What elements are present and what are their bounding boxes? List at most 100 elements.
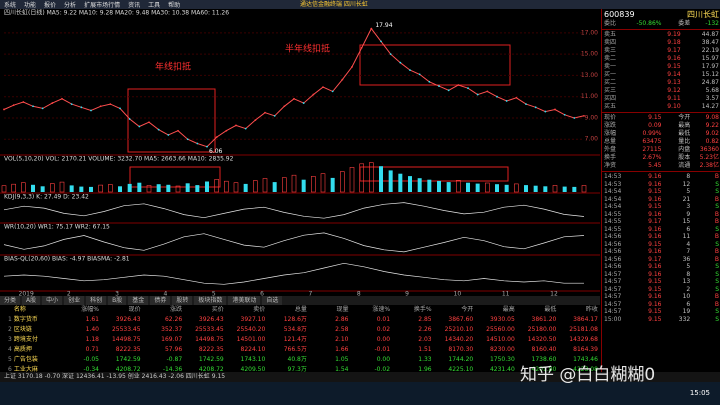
column-header: 最低 [544, 306, 557, 313]
quote-cell: 9.22 [705, 122, 719, 129]
menu-item[interactable]: 功能 [24, 2, 37, 9]
price-point [331, 90, 334, 93]
volume-bar [495, 184, 499, 192]
panel-header: KDJ(9,3,3) K: 27.49 D: 23.42 [4, 194, 89, 201]
quote-cell: 9.15 [667, 63, 681, 70]
table-row[interactable]: 5 广告包装 -0.05 1742.59 -0.87 1742.59 1743.10 40.8… [0, 355, 600, 365]
price-point [370, 27, 373, 30]
column-header: 买价 [211, 306, 224, 313]
volume-bar [214, 179, 219, 193]
table-cell: 3926.43 [198, 316, 224, 323]
tick-cell: 2 [686, 285, 691, 293]
x-label: 5 [212, 291, 216, 297]
volume-bar [118, 186, 122, 192]
tick-cell: B [714, 293, 719, 300]
table-cell: 25560.00 [486, 326, 515, 333]
table-cell: 3927.10 [240, 316, 266, 323]
tick-cell: B [714, 300, 719, 308]
table-cell: 3 [8, 336, 12, 343]
tick-cell: B [714, 218, 719, 225]
quote-row: 卖四 9.18 38.47 [602, 39, 720, 47]
column-header: 现价 [128, 306, 141, 313]
window-title: 通达信金融终端 四川长虹 [300, 1, 368, 8]
price-point [380, 40, 382, 43]
quote-row: 换手 2.67% 股本 5.23亿 [602, 154, 720, 162]
price-point [467, 87, 469, 90]
menu-item[interactable]: 系统 [4, 2, 17, 9]
tab[interactable]: 自选 [262, 296, 283, 305]
menu-item[interactable]: 资讯 [128, 2, 141, 9]
tick-cell: 8 [686, 270, 691, 278]
menu-item[interactable]: 报价 [44, 2, 57, 9]
table-cell: 40.8万 [287, 356, 307, 363]
table-row[interactable]: 1 数字货币 1.61 3926.43 62.26 3926.43 3927.10 128.6… [0, 315, 600, 325]
price-point [264, 111, 266, 114]
tab[interactable]: 创业 [64, 296, 85, 305]
table-cell: 2.10 [335, 336, 349, 343]
table-row[interactable]: 6 工业大麻 -0.34 4208.72 -14.36 4208.72 4209.50 97.… [0, 365, 600, 375]
volume-bar [137, 182, 142, 192]
quote-row: 外盘 27115 内盘 36360 [602, 146, 720, 154]
quote-row: 卖五 9.19 44.87 [602, 31, 720, 39]
price-point [70, 103, 73, 106]
table-cell: 1738.60 [531, 356, 557, 363]
tab[interactable]: 中小 [42, 296, 63, 305]
volume-bar [379, 166, 383, 192]
volume-bar [301, 179, 306, 192]
volume-bar [437, 180, 441, 192]
tab[interactable]: 分类 [0, 296, 21, 305]
volume-bar [427, 179, 432, 192]
volume-bar [572, 186, 577, 192]
table-row[interactable]: 3 跨境支付 1.18 14498.75 169.07 14498.75 14501.00 1… [0, 335, 600, 345]
tab[interactable]: 基金 [128, 296, 149, 305]
price-point [3, 108, 5, 111]
volume-bar [21, 182, 26, 193]
quote-cell: 涨跌 [604, 122, 617, 129]
tab[interactable]: 股转 [172, 296, 193, 305]
menu-item[interactable]: 工具 [148, 2, 161, 9]
quote-cell: 22.19 [701, 47, 719, 54]
annotation: 年线扣抵 [155, 61, 191, 73]
volume-bar [224, 180, 229, 193]
volume-bar [11, 183, 16, 193]
volume-bar [291, 174, 297, 193]
quote-row: 买二 9.13 24.87 [602, 79, 720, 87]
table-cell: 766.5万 [283, 346, 307, 353]
tab[interactable]: 港美联动 [228, 296, 261, 305]
quote-cell: 9.08 [705, 114, 719, 121]
price-point [544, 110, 547, 113]
tab[interactable]: A股 [22, 296, 41, 305]
table-row[interactable]: 2 区块链 1.40 25533.45 352.37 25533.45 25540.20 53… [0, 325, 600, 335]
price-point [99, 105, 102, 108]
volume-bar [205, 181, 209, 192]
quote-cell: 今开 [678, 114, 691, 121]
menu-item[interactable]: 帮助 [168, 2, 181, 9]
tab[interactable]: 债券 [150, 296, 171, 305]
volume-bar [533, 185, 538, 192]
price-point [486, 90, 489, 93]
tab[interactable]: 板块指数 [194, 296, 227, 305]
tick-cell: 14:56 [604, 240, 622, 248]
tab[interactable]: 科创 [86, 296, 107, 305]
watermark: 知乎 @白白糊糊0 [520, 365, 656, 385]
price-point [32, 105, 34, 108]
table-cell: 4208.72 [115, 366, 141, 373]
menu-item[interactable]: 分析 [64, 2, 77, 9]
tick-cell: 14:53 [604, 180, 622, 188]
tick-row: 14:57 9.16 10 B [602, 293, 720, 301]
menu-item[interactable]: 扩展市场行情 [84, 2, 121, 9]
price-point [225, 129, 228, 132]
tab[interactable]: B股 [108, 296, 127, 305]
quote-cell: 9.16 [667, 55, 681, 62]
price-point [447, 89, 450, 92]
volume-bar [524, 185, 528, 192]
tick-row: 14:56 9.16 5 S [602, 263, 720, 271]
column-header: 卖价 [253, 306, 266, 313]
tick-cell: 14:56 [604, 233, 622, 240]
tick-cell: 9.15 [648, 278, 662, 285]
tick-cell: 14:57 [604, 308, 622, 315]
price-point [80, 106, 83, 109]
table-cell: 25533.45 [111, 326, 141, 333]
taskbar [0, 382, 720, 405]
table-row[interactable]: 4 高质押 0.71 8222.35 57.96 8222.35 8224.10 766.5万… [0, 345, 600, 355]
